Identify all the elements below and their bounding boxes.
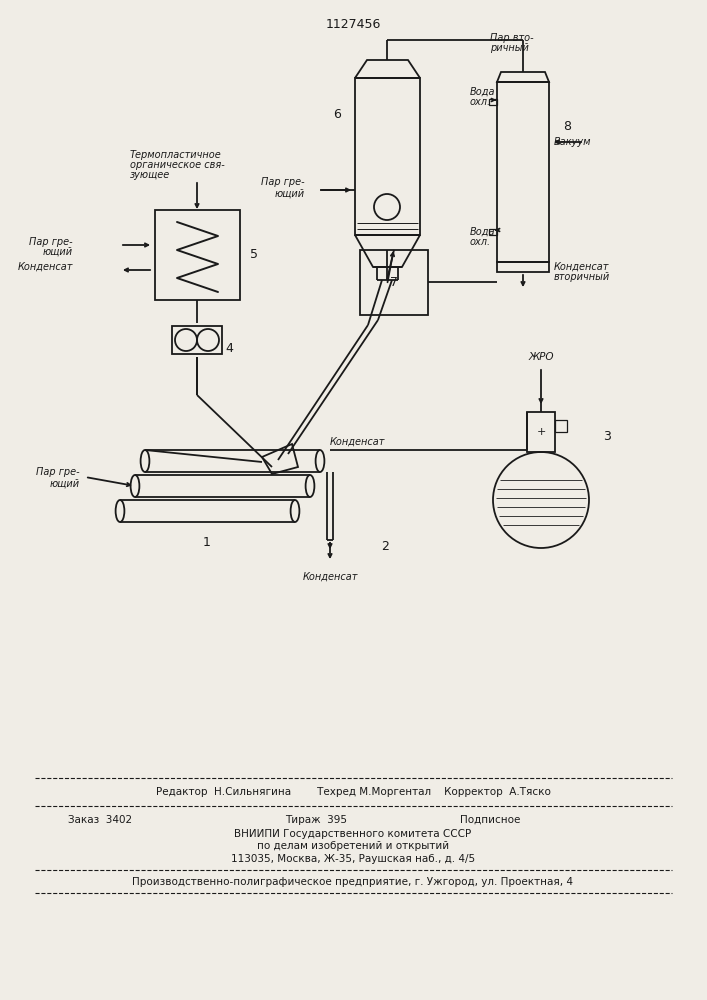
Text: охл.: охл.: [470, 97, 491, 107]
Text: ЖРО: ЖРО: [528, 352, 554, 362]
Bar: [527, 412, 555, 452]
Text: 4: 4: [225, 342, 233, 355]
Text: ричный: ричный: [490, 43, 529, 53]
Text: Пар гре-: Пар гре-: [262, 177, 305, 187]
Text: Редактор  Н.Сильнягина        Техред М.Моргентал    Корректор  А.Тяско: Редактор Н.Сильнягина Техред М.Моргентал…: [156, 787, 551, 797]
Text: ющий: ющий: [275, 189, 305, 199]
Text: 7: 7: [390, 275, 398, 288]
Text: 113035, Москва, Ж-35, Раушская наб., д. 4/5: 113035, Москва, Ж-35, Раушская наб., д. …: [231, 854, 475, 864]
Text: вторичный: вторичный: [554, 272, 610, 282]
Text: охл.: охл.: [470, 237, 491, 247]
Text: Пар гре-: Пар гре-: [36, 467, 80, 477]
Bar: [172, 326, 222, 354]
Text: органическое свя-: органическое свя-: [130, 160, 225, 170]
Text: Производственно-полиграфическое предприятие, г. Ужгород, ул. Проектная, 4: Производственно-полиграфическое предприя…: [132, 877, 573, 887]
Text: Конденсат: Конденсат: [303, 572, 358, 582]
Text: 1127456: 1127456: [325, 18, 380, 31]
Text: Тираж  395: Тираж 395: [285, 815, 347, 825]
Bar: [489, 99, 497, 105]
Text: Пар вто-: Пар вто-: [490, 33, 534, 43]
Text: +: +: [537, 427, 546, 437]
Text: 1: 1: [203, 536, 211, 548]
Bar: [489, 229, 497, 235]
Text: 2: 2: [381, 540, 389, 554]
Text: зующее: зующее: [130, 170, 170, 180]
Text: 3: 3: [603, 430, 611, 444]
Text: 6: 6: [333, 108, 341, 121]
Text: Заказ  3402: Заказ 3402: [68, 815, 132, 825]
Text: ющий: ющий: [43, 247, 73, 257]
Text: Вода: Вода: [470, 227, 496, 237]
Text: Вода: Вода: [470, 87, 496, 97]
Text: Конденсат: Конденсат: [18, 262, 73, 272]
Text: 8: 8: [563, 120, 571, 133]
Text: Вакуум: Вакуум: [554, 137, 592, 147]
Text: Подписное: Подписное: [460, 815, 520, 825]
Bar: [360, 250, 428, 315]
Bar: [555, 420, 567, 432]
Text: Термопластичное: Термопластичное: [130, 150, 222, 160]
Bar: [355, 78, 420, 235]
Text: по делам изобретений и открытий: по делам изобретений и открытий: [257, 841, 449, 851]
Bar: [497, 82, 549, 262]
Text: ВНИИПИ Государственного комитета СССР: ВНИИПИ Государственного комитета СССР: [235, 829, 472, 839]
Text: Пар гре-: Пар гре-: [30, 237, 73, 247]
Text: ющий: ющий: [50, 479, 80, 489]
Text: Конденсат: Конденсат: [330, 437, 385, 447]
Text: 5: 5: [250, 248, 258, 261]
Bar: [155, 210, 240, 300]
Text: Конденсат: Конденсат: [554, 262, 609, 272]
